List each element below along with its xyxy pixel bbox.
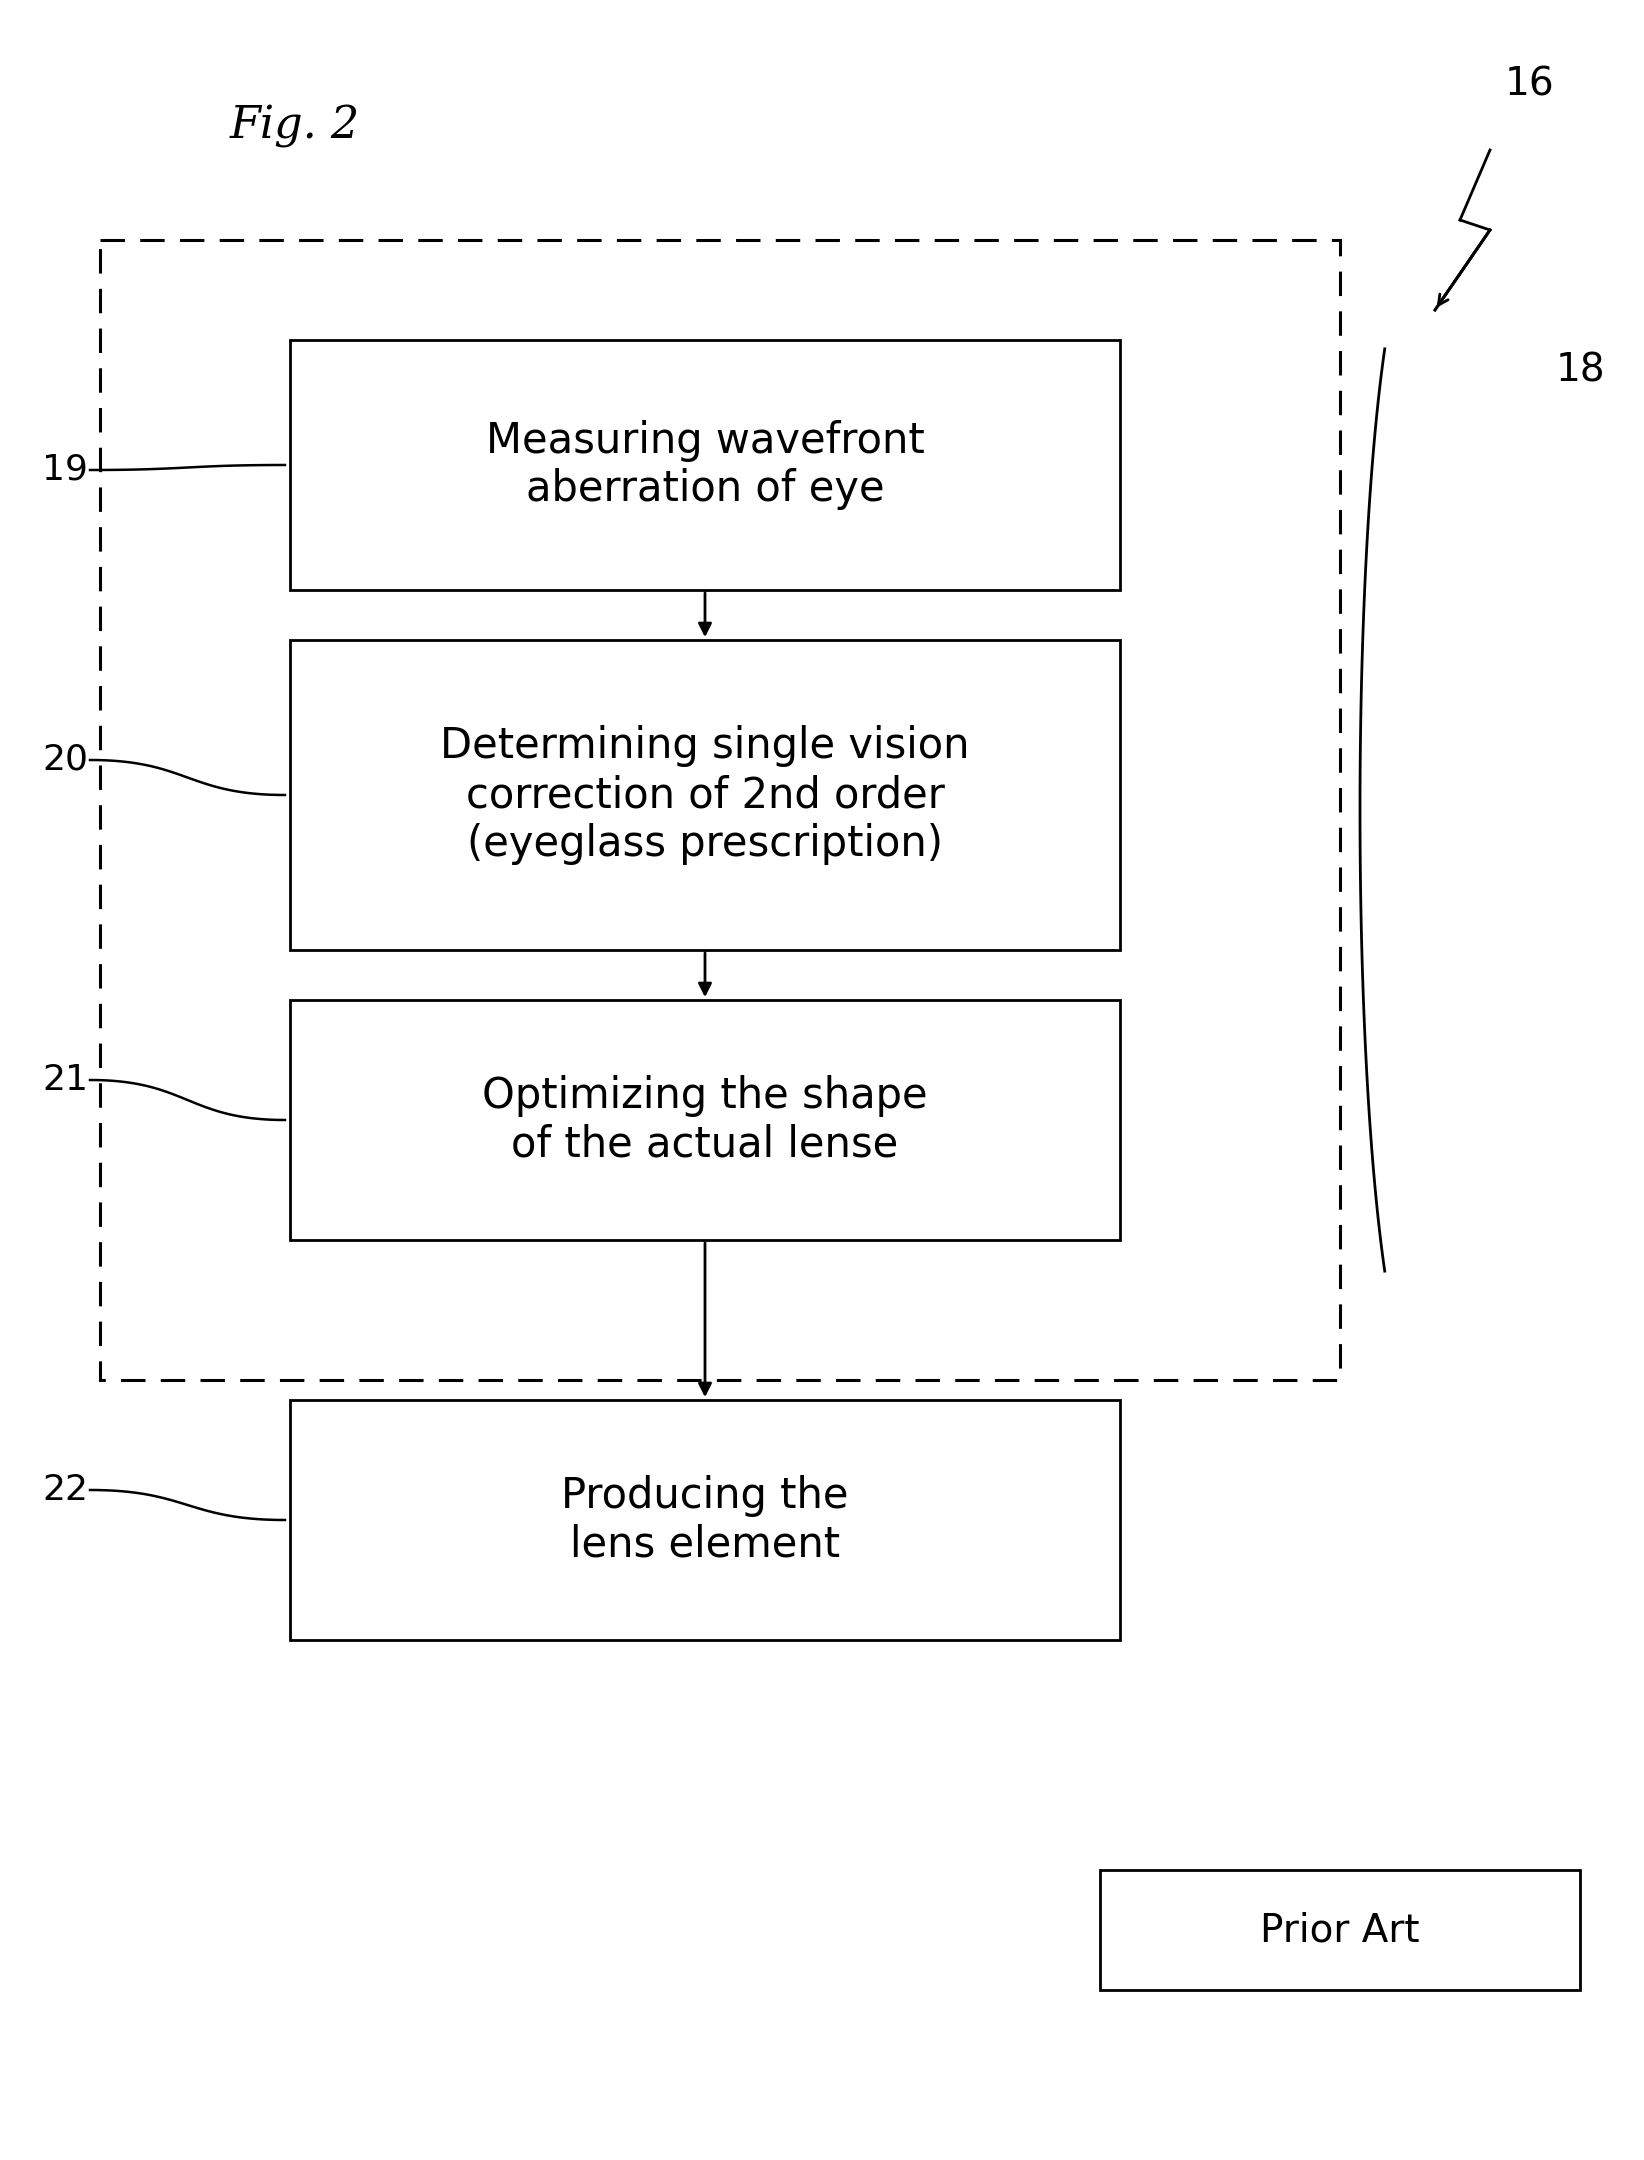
Text: Determining single vision
correction of 2nd order
(eyeglass prescription): Determining single vision correction of …: [441, 726, 970, 864]
Text: 16: 16: [1506, 65, 1555, 104]
Text: 18: 18: [1555, 350, 1605, 389]
Bar: [289, 639, 1120, 950]
Bar: [289, 1000, 1120, 1240]
Bar: [289, 1400, 1120, 1639]
Bar: [289, 339, 1120, 590]
Text: 22: 22: [43, 1473, 89, 1508]
Text: Fig. 2: Fig. 2: [230, 106, 360, 149]
Text: Optimizing the shape
of the actual lense: Optimizing the shape of the actual lense: [482, 1076, 927, 1164]
Bar: [100, 240, 1340, 1380]
Text: 21: 21: [43, 1063, 89, 1097]
Text: 19: 19: [43, 454, 87, 486]
Bar: [1100, 1871, 1580, 1989]
Text: Producing the
lens element: Producing the lens element: [561, 1475, 848, 1566]
Text: Prior Art: Prior Art: [1261, 1912, 1420, 1948]
Text: 20: 20: [43, 743, 89, 778]
Text: Measuring wavefront
aberration of eye: Measuring wavefront aberration of eye: [485, 419, 924, 510]
